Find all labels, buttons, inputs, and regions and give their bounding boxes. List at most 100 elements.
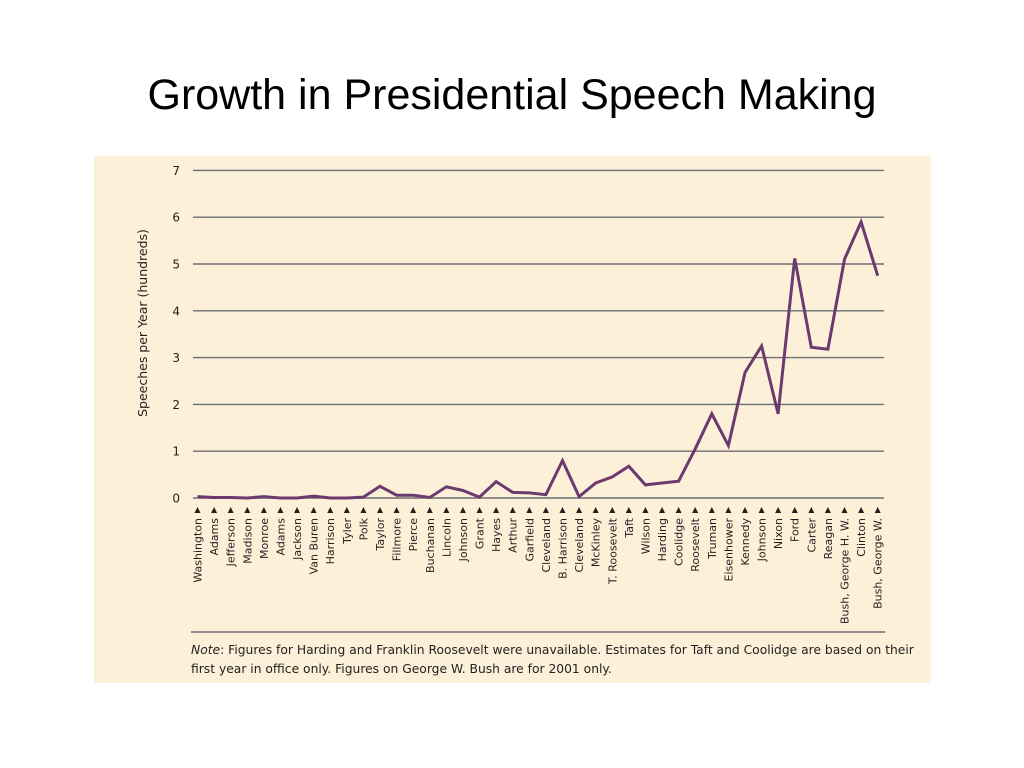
x-marker [211,507,218,513]
x-marker [692,507,699,513]
series-line [197,217,880,500]
x-marker [360,507,367,513]
x-tick-label: Buchanan [424,518,437,573]
y-tick-label: 0 [172,492,180,506]
x-marker [791,507,798,513]
x-tick-label: T. Roosevelt [606,517,619,585]
x-marker [227,507,234,513]
x-marker [277,507,284,513]
x-tick-label: Fillmore [391,518,404,561]
x-marker [310,507,317,513]
x-tick-label: Grant [474,517,487,549]
x-tick-label: Clinton [855,518,868,557]
x-tick-label: Jefferson [225,518,238,567]
x-tick-label: Bush, George W. [872,518,885,609]
x-marker [542,507,549,513]
x-tick-label: Wilson [639,518,652,554]
x-marker [708,507,715,513]
x-marker [393,507,400,513]
x-tick-label: Johnson [457,518,470,562]
x-tick-label: B. Harrison [556,518,569,579]
x-marker [493,507,500,513]
x-tick-label: Jackson [291,518,304,561]
x-tick-label: Polk [357,517,370,540]
x-tick-label: Washington [192,518,205,583]
note-label: Note [191,643,221,657]
slide-title: Growth in Presidential Speech Making [147,71,877,119]
x-marker [625,507,632,513]
x-marker [426,507,433,513]
x-tick-label: Roosevelt [689,517,702,571]
x-marker [343,507,350,513]
y-tick-label: 2 [172,398,180,412]
x-tick-label: Ford [789,518,802,542]
x-marker [509,507,516,513]
x-marker [874,507,881,513]
y-tick-label: 5 [172,258,180,272]
x-tick-label: Kennedy [739,518,752,566]
x-marker [260,507,267,513]
x-marker [194,507,201,513]
x-marker [758,507,765,513]
y-axis-label: Speeches per Year (hundreds) [135,229,150,417]
x-marker [858,507,865,513]
x-marker [609,507,616,513]
y-tick-label: 7 [172,164,180,178]
x-tick-label: Madison [241,518,254,564]
x-tick-label: Bush, George H. W. [839,518,852,624]
x-tick-label: Johnson [756,518,769,562]
note-text: : Figures for Harding and Franklin Roose… [191,643,914,676]
x-tick-label: Harrison [324,518,337,564]
x-tick-label: Adams [274,518,287,556]
x-tick-label: McKinley [590,518,603,568]
x-marker [459,507,466,513]
x-tick-label: Van Buren [308,518,321,574]
y-tick-label: 1 [172,445,180,459]
x-marker [741,507,748,513]
x-marker [775,507,782,513]
x-marker [824,507,831,513]
x-tick-label: Truman [706,518,719,560]
x-marker [327,507,334,513]
line-chart: 0 1 2 3 4 5 6 7 Speeches per Year (hundreds) Wa… [135,164,885,633]
x-tick-label: Adams [208,518,221,556]
y-tick-label: 6 [172,211,180,225]
x-marker [476,507,483,513]
y-tick-labels: 0 1 2 3 4 5 6 7 [172,164,180,506]
x-marker [559,507,566,513]
chart-note: Note: Figures for Harding and Franklin R… [191,641,921,679]
x-tick-label: Taylor [374,518,387,552]
x-marker [725,507,732,513]
x-marker [244,507,251,513]
x-tick-label: Cleveland [573,518,586,573]
x-marker [642,507,649,513]
x-marker [376,507,383,513]
x-axis-markers [194,507,881,513]
y-tick-label: 4 [172,304,180,318]
x-marker [576,507,583,513]
x-tick-label: Cleveland [540,518,553,573]
grid-lines [193,169,884,499]
x-tick-label: Arthur [507,518,520,553]
x-tick-label: Lincoln [440,518,453,557]
x-marker [808,507,815,513]
y-tick-label: 3 [172,351,180,365]
x-tick-labels: Washington Adams Jefferson Madison Monroe Ada… [192,517,885,624]
x-tick-label: Harding [656,518,669,561]
x-tick-label: Carter [805,518,818,553]
x-marker [294,507,301,513]
x-tick-label: Reagan [822,518,835,559]
x-tick-label: Garfield [523,518,536,562]
x-tick-label: Nixon [772,518,785,549]
x-marker [443,507,450,513]
x-tick-label: Coolidge [673,518,686,566]
x-tick-label: Tyler [341,518,354,545]
x-tick-label: Pierce [407,518,420,552]
x-tick-label: Eisenhower [722,518,735,582]
x-marker [659,507,666,513]
x-marker [841,507,848,513]
chart-panel: 0 1 2 3 4 5 6 7 Speeches per Year (hundreds) Wa… [94,156,931,683]
x-marker [592,507,599,513]
x-marker [675,507,682,513]
x-tick-label: Taft [623,517,636,538]
